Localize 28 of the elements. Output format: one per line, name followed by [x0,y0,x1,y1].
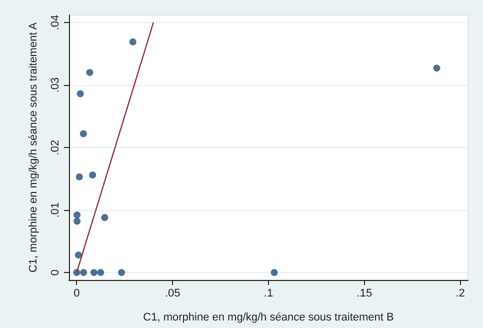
point [80,130,87,138]
y-tick-label: .02 [50,140,62,156]
y-axis-title: C1, morphine en mg/kg/h séance sous traitement A [28,22,40,273]
x-tick-label: .15 [356,288,372,300]
point [76,173,83,180]
point [86,69,94,76]
point [101,214,108,221]
point [74,218,81,225]
point [74,252,82,258]
x-tick-label: .1 [264,288,274,300]
point [80,269,88,276]
point [118,269,126,276]
point [433,64,440,72]
y-tick-label: .03 [50,77,62,93]
x-tick-label: 0 [74,288,80,300]
point [74,212,81,218]
y-tick-label: .01 [50,202,62,218]
point [76,90,84,98]
y-tick-label: .04 [50,14,62,30]
x-axis-title: C1, morphine en mg/kg/h séance sous traitement B [143,312,394,324]
point [97,269,104,276]
point [270,269,278,276]
point [89,172,96,178]
x-tick-label: .05 [164,288,180,300]
x-tick-label: .2 [456,288,465,300]
point [129,38,136,46]
y-tick-label: 0 [50,269,62,276]
point [90,269,98,276]
